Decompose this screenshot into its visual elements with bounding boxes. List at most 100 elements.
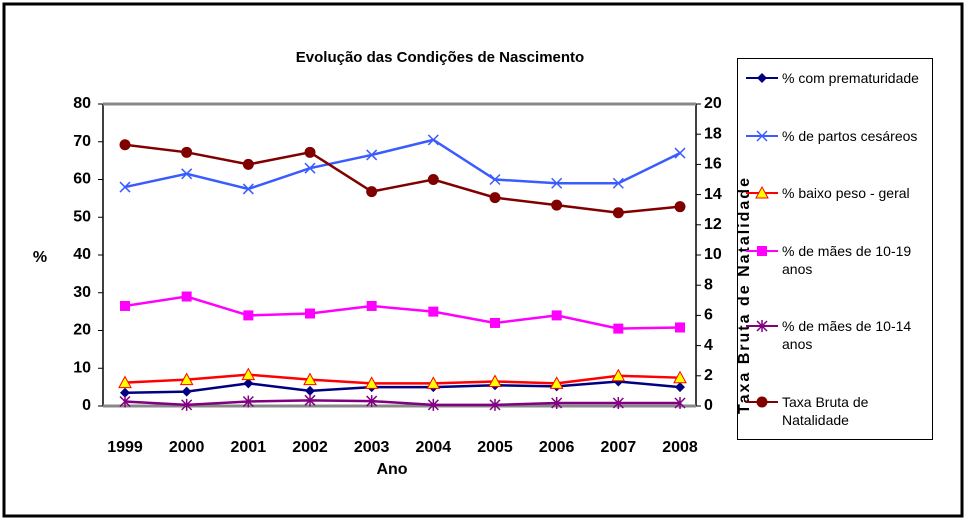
marker bbox=[490, 317, 500, 328]
x-axis-label: Ano bbox=[376, 461, 407, 478]
y2-tick-label: 10 bbox=[704, 246, 722, 263]
marker bbox=[489, 192, 501, 204]
marker bbox=[304, 162, 316, 174]
series-line bbox=[124, 295, 681, 330]
marker bbox=[241, 367, 256, 381]
marker bbox=[366, 149, 378, 161]
legend-label: % de mães de 10-14 anos bbox=[782, 318, 912, 353]
y2-tick-label: 20 bbox=[704, 95, 722, 112]
y2-tick-label: 14 bbox=[704, 186, 722, 203]
marker bbox=[757, 245, 767, 256]
y-tick-label: 50 bbox=[73, 208, 91, 225]
x-tick-label: 2008 bbox=[662, 439, 698, 456]
marker bbox=[428, 306, 439, 317]
marker bbox=[120, 300, 130, 311]
marker bbox=[674, 396, 686, 409]
x-tick-label: 2004 bbox=[416, 439, 452, 456]
marker bbox=[181, 398, 193, 411]
legend-swatch bbox=[746, 396, 778, 408]
marker bbox=[551, 310, 562, 321]
marker bbox=[756, 320, 768, 333]
y-tick-label: 20 bbox=[73, 322, 91, 339]
legend-label: % de partos cesáreos bbox=[782, 127, 918, 144]
chart-title: Evolução das Condições de Nascimento bbox=[296, 49, 584, 66]
legend-item: % baixo peso - geral bbox=[742, 184, 928, 202]
marker bbox=[674, 147, 686, 159]
marker bbox=[612, 177, 624, 189]
legend-item: % com prematuridade bbox=[742, 69, 928, 87]
marker bbox=[489, 398, 501, 411]
x-tick-label: 2001 bbox=[231, 439, 267, 456]
marker bbox=[613, 323, 624, 334]
marker bbox=[366, 300, 377, 311]
marker bbox=[673, 370, 687, 384]
legend-swatch bbox=[746, 130, 778, 142]
marker bbox=[243, 310, 254, 321]
marker bbox=[242, 395, 254, 408]
legend-swatch bbox=[746, 320, 778, 333]
y2-tick-label: 16 bbox=[704, 156, 722, 173]
y2-tick-label: 12 bbox=[704, 216, 722, 233]
legend-item: % de mães de 10-14 anos bbox=[742, 317, 928, 353]
y2-tick-label: 8 bbox=[704, 276, 713, 293]
marker bbox=[427, 134, 439, 146]
marker bbox=[364, 376, 379, 389]
x-tick-label: 2006 bbox=[539, 439, 575, 456]
marker bbox=[756, 130, 768, 142]
series-line bbox=[124, 399, 680, 407]
marker bbox=[675, 322, 685, 333]
marker bbox=[181, 291, 192, 302]
legend-label: % com prematuridade bbox=[782, 70, 919, 86]
marker bbox=[119, 181, 131, 193]
marker bbox=[181, 146, 193, 158]
marker bbox=[612, 396, 624, 409]
marker bbox=[551, 177, 563, 189]
marker bbox=[119, 395, 131, 408]
marker bbox=[118, 375, 132, 389]
marker bbox=[305, 385, 315, 396]
x-tick-label: 2005 bbox=[477, 439, 513, 456]
marker bbox=[757, 73, 767, 83]
y2-tick-label: 0 bbox=[704, 397, 713, 414]
marker bbox=[303, 372, 317, 386]
legend-swatch bbox=[746, 73, 778, 83]
marker bbox=[366, 186, 378, 198]
marker bbox=[179, 372, 194, 386]
y-tick-label: 10 bbox=[73, 359, 91, 376]
y2-tick-label: 2 bbox=[704, 367, 713, 384]
marker bbox=[755, 186, 769, 199]
legend-item: % de mães de 10-19 anos bbox=[742, 242, 928, 278]
marker bbox=[427, 174, 439, 185]
series-line bbox=[124, 138, 681, 191]
marker bbox=[674, 201, 686, 213]
marker bbox=[304, 146, 316, 158]
legend: % com prematuridade % de partos cesáreos%… bbox=[737, 58, 933, 440]
y-tick-label: 40 bbox=[73, 246, 91, 263]
marker bbox=[242, 158, 254, 170]
marker bbox=[489, 173, 501, 186]
y2-tick-label: 6 bbox=[704, 307, 713, 324]
marker bbox=[488, 374, 502, 387]
x-tick-label: 2002 bbox=[292, 439, 328, 456]
legend-label: Taxa Bruta de Natalidade bbox=[782, 393, 869, 428]
marker bbox=[551, 396, 563, 409]
legend-label: % baixo peso - geral bbox=[782, 185, 910, 202]
marker bbox=[551, 199, 563, 211]
y-tick-label: 60 bbox=[73, 171, 91, 188]
marker bbox=[612, 207, 624, 219]
series-line bbox=[124, 373, 681, 385]
legend-label: % de mães de 10-19 anos bbox=[782, 242, 912, 277]
legend-item: Taxa Bruta de Natalidade bbox=[742, 393, 928, 429]
marker bbox=[675, 382, 685, 393]
marker bbox=[549, 376, 564, 389]
marker bbox=[181, 386, 192, 397]
x-tick-label: 2007 bbox=[601, 439, 637, 456]
marker bbox=[304, 394, 316, 407]
legend-item: % de partos cesáreos bbox=[742, 127, 928, 145]
marker bbox=[305, 308, 315, 319]
x-tick-label: 1999 bbox=[107, 439, 143, 456]
marker bbox=[119, 139, 131, 151]
